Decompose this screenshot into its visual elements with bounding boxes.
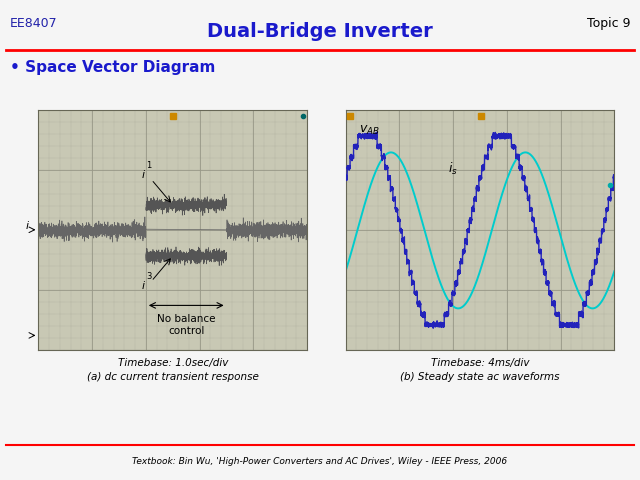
Text: (b) Steady state ac waveforms: (b) Steady state ac waveforms [400,372,560,382]
Text: 1: 1 [146,161,151,170]
Text: Textbook: Bin Wu, 'High-Power Converters and AC Drives', Wiley - IEEE Press, 200: Textbook: Bin Wu, 'High-Power Converters… [132,457,508,466]
Text: i: i [141,170,145,180]
Text: Timebase: 4ms/div: Timebase: 4ms/div [431,358,529,368]
Text: i: i [141,281,145,291]
Text: 3: 3 [146,272,151,281]
Text: No balance
control: No balance control [157,314,216,336]
Text: EE8407: EE8407 [10,17,57,30]
Text: • Space Vector Diagram: • Space Vector Diagram [10,60,215,75]
Text: i: i [26,221,29,231]
Text: Timebase: 1.0sec/div: Timebase: 1.0sec/div [118,358,228,368]
Text: (a) dc current transient response: (a) dc current transient response [87,372,259,382]
Text: Dual-Bridge Inverter: Dual-Bridge Inverter [207,22,433,41]
Text: $v_{AB}$: $v_{AB}$ [359,124,380,137]
Text: Topic 9: Topic 9 [587,17,630,30]
Text: $i_s$: $i_s$ [448,161,458,178]
